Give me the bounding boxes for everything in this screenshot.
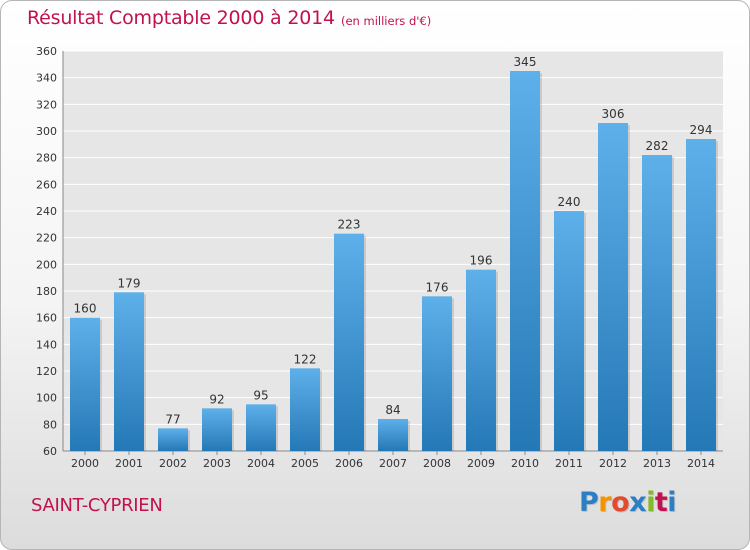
- x-tick-label: 2014: [687, 457, 715, 470]
- y-tick-label: 260: [36, 178, 57, 191]
- logo-letter: r: [598, 487, 612, 518]
- bar-2002: [158, 428, 188, 451]
- proxiti-logo: Proxiti: [579, 487, 677, 518]
- x-tick-label: 2004: [247, 457, 275, 470]
- logo-letter: i: [646, 487, 655, 518]
- logo-letter: P: [579, 487, 599, 518]
- y-tick-label: 160: [36, 312, 57, 325]
- bar-2008: [422, 296, 452, 451]
- y-tick-label: 200: [36, 258, 57, 271]
- value-label-2005: 122: [294, 352, 317, 366]
- logo-letter: t: [654, 487, 668, 518]
- logo-letter: o: [611, 487, 630, 518]
- bar-2001: [114, 292, 144, 451]
- y-tick-label: 280: [36, 152, 57, 165]
- x-tick-label: 2000: [71, 457, 99, 470]
- logo-letter: i: [667, 487, 677, 518]
- bar-2013: [642, 155, 672, 451]
- x-tick-label: 2008: [423, 457, 451, 470]
- logo-letter: x: [629, 487, 647, 518]
- value-label-2004: 95: [253, 388, 268, 402]
- value-label-2001: 179: [118, 276, 141, 290]
- value-labels: 160 179 77 92 95 122 223 84 176 196 345 240 306 282 29…: [74, 55, 713, 426]
- x-tick-label: 2011: [555, 457, 583, 470]
- y-tick-label: 120: [36, 365, 57, 378]
- value-label-2010: 345: [514, 55, 537, 69]
- x-tick-label: 2001: [115, 457, 143, 470]
- x-tick-label: 2003: [203, 457, 231, 470]
- bar-2000: [70, 317, 100, 451]
- bar-2007: [378, 419, 408, 451]
- value-label-2000: 160: [74, 302, 97, 316]
- value-label-2009: 196: [470, 254, 493, 268]
- bar-2006: [334, 233, 364, 451]
- bar-2010: [510, 71, 540, 451]
- y-tick-label: 220: [36, 232, 57, 245]
- chart-subtitle: (en milliers d'€): [341, 14, 432, 28]
- value-label-2003: 92: [209, 392, 224, 406]
- value-label-2007: 84: [385, 403, 400, 417]
- value-label-2012: 306: [602, 107, 625, 121]
- x-tick-label: 2009: [467, 457, 495, 470]
- chart-title: Résultat Comptable 2000 à 2014: [27, 7, 335, 29]
- bar-2012: [598, 123, 628, 451]
- y-tick-label: 240: [36, 205, 57, 218]
- x-axis-ticks: 2000 2001 2002 2003 2004 2005 2006 2007 2008 2009…: [71, 451, 715, 470]
- bar-2005: [290, 368, 320, 451]
- x-tick-label: 2012: [599, 457, 627, 470]
- x-tick-label: 2010: [511, 457, 539, 470]
- x-tick-label: 2013: [643, 457, 671, 470]
- x-tick-label: 2005: [291, 457, 319, 470]
- value-label-2006: 223: [338, 218, 361, 232]
- value-label-2014: 294: [690, 123, 713, 137]
- y-tick-label: 100: [36, 392, 57, 405]
- value-label-2013: 282: [646, 139, 669, 153]
- bar-2003: [202, 408, 232, 451]
- y-tick-label: 340: [36, 72, 57, 85]
- y-axis-ticks: 60 80 100 120 140 160 180 200 220 240 260 280 300 320…: [36, 45, 57, 458]
- y-tick-label: 320: [36, 98, 57, 111]
- y-tick-label: 300: [36, 125, 57, 138]
- bar-2004: [246, 404, 276, 451]
- y-tick-label: 360: [36, 45, 57, 58]
- x-tick-label: 2002: [159, 457, 187, 470]
- value-label-2002: 77: [165, 412, 180, 426]
- commune-name: SAINT-CYPRIEN: [31, 495, 163, 516]
- value-label-2011: 240: [558, 195, 581, 209]
- bars: [70, 71, 718, 451]
- x-tick-label: 2007: [379, 457, 407, 470]
- y-tick-label: 80: [43, 418, 57, 431]
- bar-2009: [466, 269, 496, 451]
- x-tick-label: 2006: [335, 457, 363, 470]
- bar-2014: [686, 139, 716, 451]
- y-tick-label: 60: [43, 445, 57, 458]
- y-tick-label: 180: [36, 285, 57, 298]
- y-tick-label: 140: [36, 338, 57, 351]
- bar-2011: [554, 211, 584, 451]
- value-label-2008: 176: [426, 280, 449, 294]
